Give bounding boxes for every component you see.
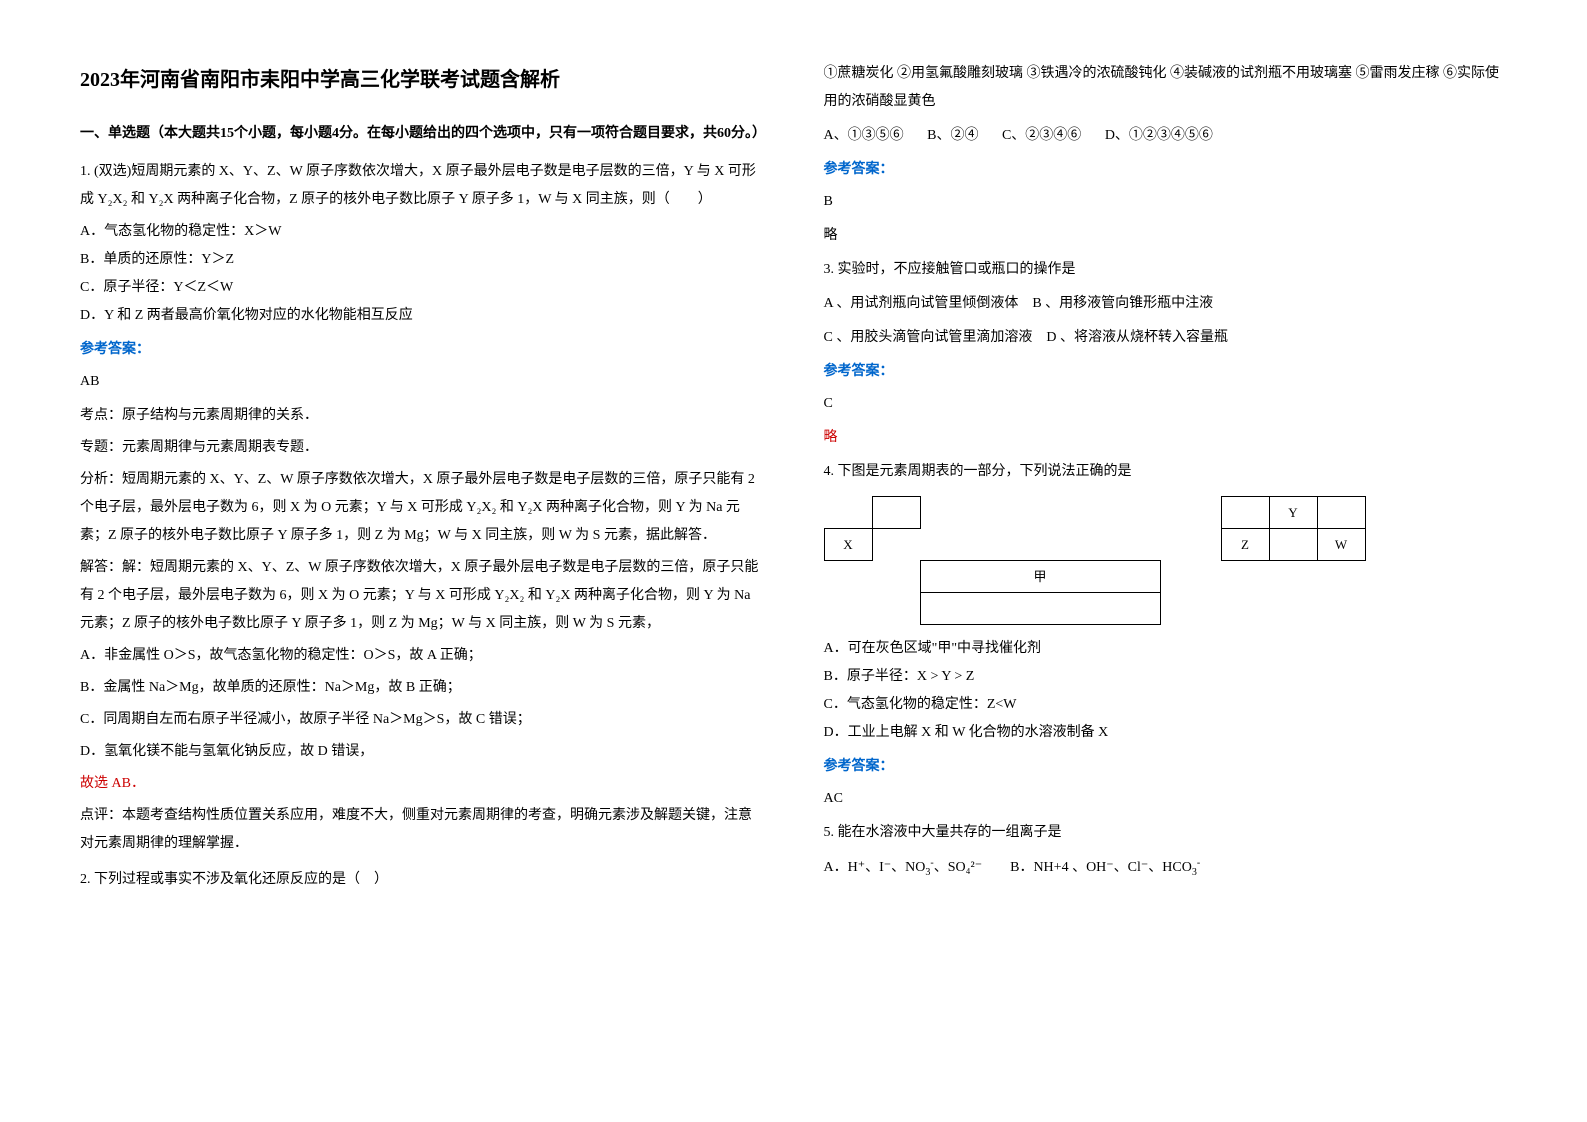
- q3-option-cd: C 、用胶头滴管向试管里滴加溶液 D 、将溶液从烧杯转入容量瓶: [824, 324, 1508, 352]
- t1-r4c3: [920, 593, 1160, 625]
- q2-brief: 略: [824, 222, 1508, 250]
- q5-options: A．H⁺、I⁻、NO3-、SO₄²⁻ B．NH+4 、OH⁻、Cl⁻、HCO3-: [824, 853, 1508, 882]
- q4-tables: X 甲 Y Z W: [824, 496, 1508, 625]
- q4-option-a: A．可在灰色区域"甲"中寻找催化剂: [824, 635, 1508, 663]
- q4-table-left: X 甲: [824, 496, 1161, 625]
- q1-option-a: A．气态氢化物的稳定性：X＞W: [80, 218, 764, 246]
- q1-analysis-8: D．氢氧化镁不能与氢氧化钠反应，故 D 错误，: [80, 738, 764, 766]
- q4-table-right: Y Z W: [1221, 496, 1366, 561]
- q2-answer-label: 参考答案：: [824, 156, 1508, 184]
- q5-option-a: A．H⁺、I⁻、NO3-、SO₄²⁻: [824, 860, 986, 875]
- q1-option-b: B．单质的还原性：Y＞Z: [80, 246, 764, 274]
- q2-options: A、①③⑤⑥ B、②④ C、②③④⑥ D、①②③④⑤⑥: [824, 122, 1508, 150]
- q4-option-b: B．原子半径：X > Y > Z: [824, 663, 1508, 691]
- q1-analysis-2: 专题：元素周期律与元素周期表专题．: [80, 434, 764, 462]
- t2-r2c1: Z: [1221, 529, 1269, 561]
- q3-answer-label: 参考答案：: [824, 358, 1508, 386]
- q5-a-sub: 3: [925, 866, 930, 877]
- q2-option-a: A、①③⑤⑥: [824, 128, 904, 143]
- q1-option-d: D．Y 和 Z 两者最高价氧化物对应的水化物能相互反应: [80, 302, 764, 330]
- right-column: ①蔗糖炭化 ②用氢氟酸雕刻玻璃 ③铁遇冷的浓硫酸钝化 ④装碱液的试剂瓶不用玻璃塞…: [824, 60, 1508, 1062]
- q1-answer: AB: [80, 368, 764, 396]
- q3-stem: 3. 实验时，不应接触管口或瓶口的操作是: [824, 256, 1508, 284]
- q5-b-prefix: B．NH+4 、OH⁻、Cl⁻、HCO: [1010, 860, 1192, 875]
- q3-answer: C: [824, 390, 1508, 418]
- t2-r2c3: W: [1317, 529, 1365, 561]
- q1-answer-label: 参考答案：: [80, 336, 764, 364]
- q4-option-c: C．气态氢化物的稳定性：Z<W: [824, 691, 1508, 719]
- q4-answer-label: 参考答案：: [824, 753, 1508, 781]
- q3-option-ab: A 、用试剂瓶向试管里倾倒液体 B 、用移液管向锥形瓶中注液: [824, 290, 1508, 318]
- q2-option-b: B、②④: [927, 128, 978, 143]
- q5-a-mid: 、SO₄²⁻: [934, 860, 982, 875]
- q1-analysis-9: 故选 AB．: [80, 770, 764, 798]
- q5-b-sub: 3: [1192, 866, 1197, 877]
- q1-analysis-6: B．金属性 Na＞Mg，故单质的还原性：Na＞Mg，故 B 正确；: [80, 674, 764, 702]
- q1-analysis-7: C．同周期自左而右原子半径减小，故原子半径 Na＞Mg＞S，故 C 错误；: [80, 706, 764, 734]
- q5-stem: 5. 能在水溶液中大量共存的一组离子是: [824, 819, 1508, 847]
- section-header: 一、单选题（本大题共15个小题，每小题4分。在每小题给出的四个选项中，只有一项符…: [80, 120, 764, 148]
- q1-analysis-10: 点评：本题考查结构性质位置关系应用，难度不大，侧重对元素周期律的考查，明确元素涉…: [80, 802, 764, 858]
- q1-analysis-3: 分析：短周期元素的 X、Y、Z、W 原子序数依次增大，X 原子最外层电子数是电子…: [80, 466, 764, 550]
- question-1: 1. (双选)短周期元素的 X、Y、Z、W 原子序数依次增大，X 原子最外层电子…: [80, 158, 764, 858]
- t1-r1c2: [872, 497, 920, 529]
- q5-option-b: B．NH+4 、OH⁻、Cl⁻、HCO3-: [1010, 860, 1200, 875]
- page-title: 2023年河南省南阳市耒阳中学高三化学联考试题含解析: [80, 60, 764, 100]
- q2-option-c: C、②③④⑥: [1002, 128, 1081, 143]
- q1-analysis-1: 考点：原子结构与元素周期律的关系．: [80, 402, 764, 430]
- left-column: 2023年河南省南阳市耒阳中学高三化学联考试题含解析 一、单选题（本大题共15个…: [80, 60, 764, 1062]
- q2-option-d: D、①②③④⑤⑥: [1105, 128, 1213, 143]
- q4-stem: 4. 下图是元素周期表的一部分，下列说法正确的是: [824, 458, 1508, 486]
- q4-answer: AC: [824, 785, 1508, 813]
- q1-option-c: C．原子半径：Y＜Z＜W: [80, 274, 764, 302]
- q2-answer: B: [824, 188, 1508, 216]
- q1-analysis-4: 解答：解：短周期元素的 X、Y、Z、W 原子序数依次增大，X 原子最外层电子数是…: [80, 554, 764, 638]
- q1-stem: 1. (双选)短周期元素的 X、Y、Z、W 原子序数依次增大，X 原子最外层电子…: [80, 158, 764, 214]
- q2-stem: 2. 下列过程或事实不涉及氧化还原反应的是（ ）: [80, 866, 764, 894]
- t2-r1c2: Y: [1269, 497, 1317, 529]
- t1-r2c1: X: [824, 529, 872, 561]
- q1-analysis-5: A．非金属性 O＞S，故气态氢化物的稳定性：O＞S，故 A 正确；: [80, 642, 764, 670]
- q4-option-d: D．工业上电解 X 和 W 化合物的水溶液制备 X: [824, 719, 1508, 747]
- q2-desc: ①蔗糖炭化 ②用氢氟酸雕刻玻璃 ③铁遇冷的浓硫酸钝化 ④装碱液的试剂瓶不用玻璃塞…: [824, 60, 1508, 116]
- t1-r3c3: 甲: [920, 561, 1160, 593]
- q5-a-prefix: A．H⁺、I⁻、NO: [824, 860, 926, 875]
- q3-brief: 略: [824, 424, 1508, 452]
